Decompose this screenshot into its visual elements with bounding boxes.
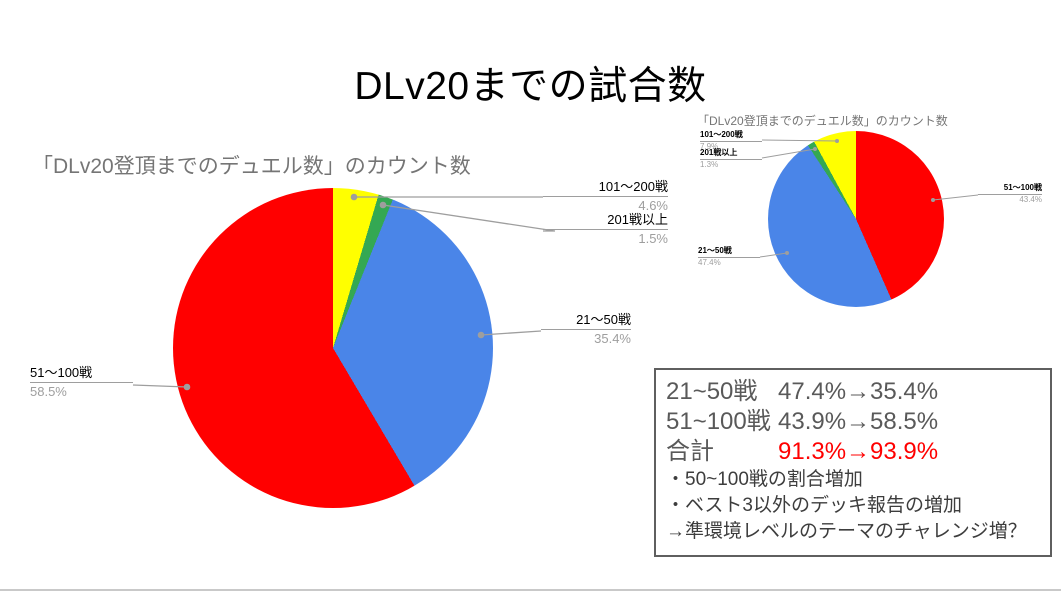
pie-large bbox=[173, 188, 493, 508]
slide-title: DLv20までの試合数 bbox=[354, 65, 707, 108]
callout-large-201-plus: 201戦以上 1.5% bbox=[543, 213, 668, 245]
callout-small-21-50: 21〜50戦 47.4% bbox=[698, 247, 760, 267]
callout-large-21-50: 21〜50戦 35.4% bbox=[541, 313, 631, 345]
chart-large-title: 「DLv20登頂までのデュエル数」のカウント数 bbox=[32, 155, 471, 178]
callout-small-51-100: 51〜100戦 43.4% bbox=[978, 184, 1042, 204]
callout-small-201-plus: 201戦以上 1.3% bbox=[700, 149, 762, 169]
summary-note-3: →準環境レベルのテーマのチャレンジ増？ bbox=[666, 521, 1027, 542]
pie-small bbox=[768, 131, 944, 307]
summary-note-1: ・50~100戦の割合増加 bbox=[666, 469, 863, 490]
slide-bottom-edge bbox=[0, 589, 1061, 591]
chart-small-title: 「DLv20登頂までのデュエル数」のカウント数 bbox=[697, 114, 948, 128]
summary-row-total: 合計 91.3%→93.9% bbox=[666, 438, 939, 465]
callout-small-101-200: 101〜200戦 7.9% bbox=[700, 131, 762, 151]
summary-box[interactable]: 21~50戦 47.4%→35.4% 51~100戦 43.9%→58.5% 合… bbox=[654, 368, 1052, 557]
summary-note-2: ・ベスト3以外のデッキ報告の増加 bbox=[666, 495, 962, 516]
summary-row-21-50: 21~50戦 47.4%→35.4% bbox=[666, 378, 939, 405]
callout-large-51-100: 51〜100戦 58.5% bbox=[30, 366, 133, 398]
callout-large-101-200: 101〜200戦 4.6% bbox=[543, 180, 668, 212]
summary-row-51-100: 51~100戦 43.9%→58.5% bbox=[666, 408, 939, 435]
